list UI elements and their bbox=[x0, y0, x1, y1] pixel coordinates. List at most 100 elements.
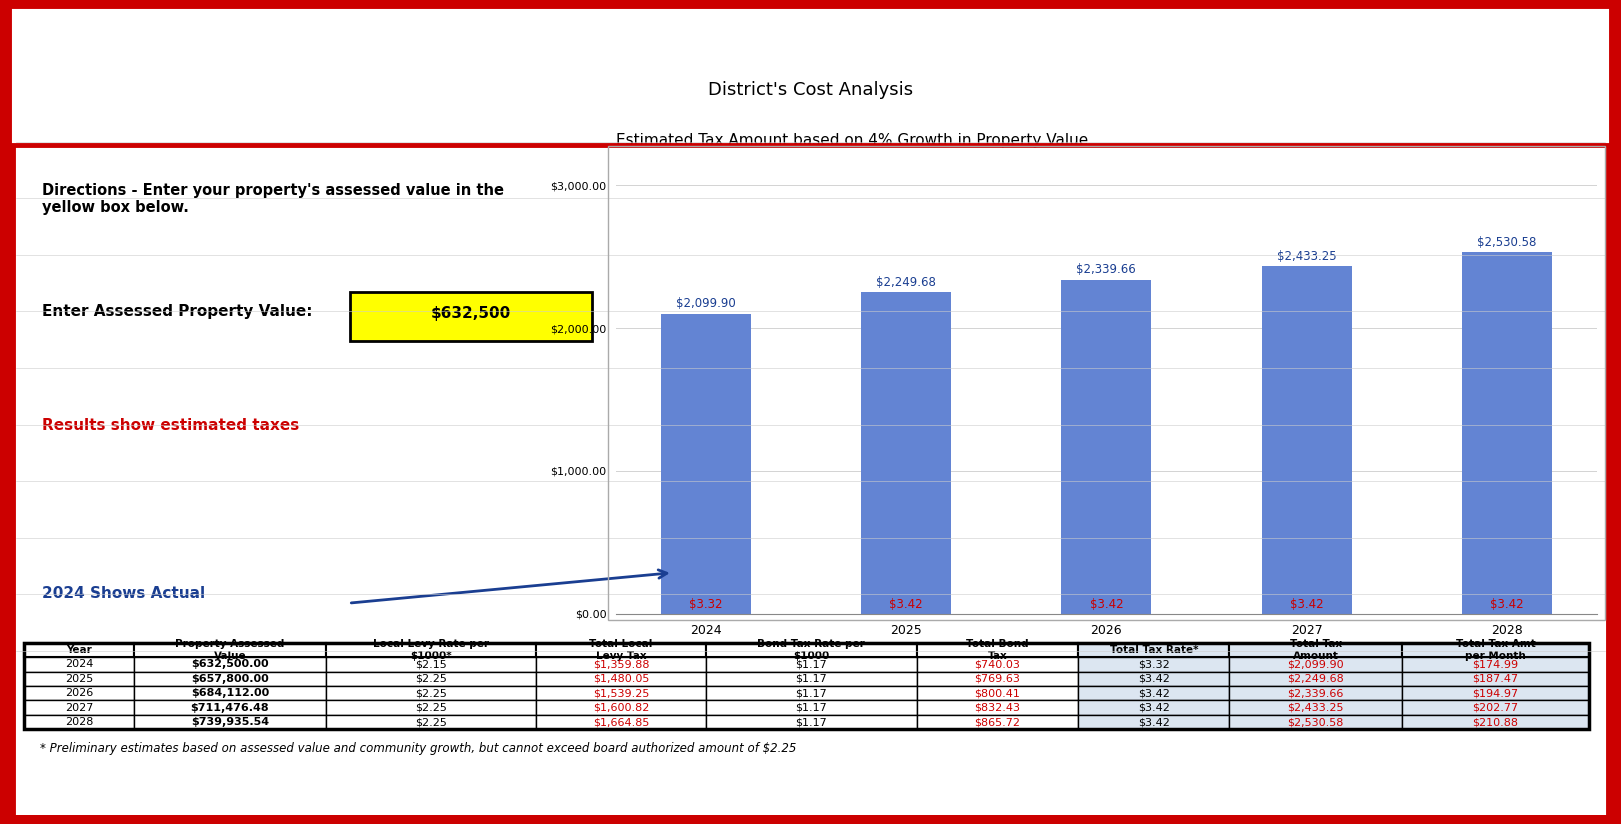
Bar bbox=[135, 686, 326, 700]
Text: $2,339.66: $2,339.66 bbox=[1076, 263, 1136, 276]
Bar bbox=[1402, 672, 1589, 686]
Text: $3.42: $3.42 bbox=[1490, 598, 1524, 611]
Text: $832.43: $832.43 bbox=[974, 703, 1021, 713]
Bar bbox=[1229, 714, 1402, 729]
Text: $1.17: $1.17 bbox=[796, 688, 827, 698]
Bar bbox=[537, 658, 707, 672]
Bar bbox=[1402, 686, 1589, 700]
Text: $2,339.66: $2,339.66 bbox=[1287, 688, 1344, 698]
Bar bbox=[1062, 279, 1151, 614]
Bar bbox=[326, 643, 537, 658]
Text: $2.25: $2.25 bbox=[415, 674, 447, 684]
Text: $1,359.88: $1,359.88 bbox=[593, 659, 650, 669]
Bar bbox=[326, 714, 537, 729]
Text: $657,800.00: $657,800.00 bbox=[191, 674, 269, 684]
Bar bbox=[707, 672, 916, 686]
Text: Directions - Enter your property's assessed value in the
yellow box below.: Directions - Enter your property's asses… bbox=[42, 183, 504, 215]
Bar bbox=[916, 700, 1078, 714]
Text: Year: Year bbox=[66, 645, 92, 655]
Bar bbox=[24, 714, 135, 729]
Bar bbox=[1229, 658, 1402, 672]
Text: $187.47: $187.47 bbox=[1472, 674, 1519, 684]
Text: $865.72: $865.72 bbox=[974, 717, 1021, 727]
Bar bbox=[537, 643, 707, 658]
Bar bbox=[135, 643, 326, 658]
Bar bbox=[326, 658, 537, 672]
Bar bbox=[1078, 714, 1229, 729]
Bar bbox=[861, 293, 952, 614]
Bar bbox=[916, 643, 1078, 658]
Text: $684,112.00: $684,112.00 bbox=[191, 688, 269, 698]
Bar bbox=[916, 714, 1078, 729]
Bar bbox=[707, 658, 916, 672]
Text: Total Local
Levy Tax: Total Local Levy Tax bbox=[590, 639, 653, 661]
Text: $202.77: $202.77 bbox=[1472, 703, 1519, 713]
Bar bbox=[135, 700, 326, 714]
Text: $711,476.48: $711,476.48 bbox=[191, 703, 269, 713]
Text: $174.99: $174.99 bbox=[1472, 659, 1519, 669]
Text: 2026: 2026 bbox=[65, 688, 94, 698]
Bar bbox=[916, 686, 1078, 700]
Bar bbox=[135, 672, 326, 686]
Text: $3.42: $3.42 bbox=[1290, 598, 1323, 611]
Text: $2,249.68: $2,249.68 bbox=[875, 276, 935, 288]
Bar bbox=[24, 643, 135, 658]
Text: Total Tax
Amount: Total Tax Amount bbox=[1290, 639, 1342, 661]
Bar bbox=[1078, 686, 1229, 700]
Text: $1,664.85: $1,664.85 bbox=[593, 717, 650, 727]
Bar bbox=[1078, 658, 1229, 672]
Text: $1.17: $1.17 bbox=[796, 703, 827, 713]
Bar bbox=[1078, 672, 1229, 686]
Bar bbox=[24, 672, 135, 686]
Text: $740.03: $740.03 bbox=[974, 659, 1021, 669]
Bar bbox=[135, 714, 326, 729]
Text: $2.15: $2.15 bbox=[415, 659, 447, 669]
Text: 2028: 2028 bbox=[65, 717, 94, 727]
Text: $3.42: $3.42 bbox=[1138, 688, 1170, 698]
Bar bbox=[1229, 700, 1402, 714]
FancyBboxPatch shape bbox=[350, 292, 592, 341]
Text: District's Cost Analysis: District's Cost Analysis bbox=[708, 81, 913, 99]
Text: $739,935.54: $739,935.54 bbox=[191, 717, 269, 727]
Text: Enter Assessed Property Value:: Enter Assessed Property Value: bbox=[42, 304, 313, 319]
Text: $2.25: $2.25 bbox=[415, 688, 447, 698]
Text: $3.42: $3.42 bbox=[1138, 703, 1170, 713]
Text: $3.42: $3.42 bbox=[1138, 674, 1170, 684]
Text: $210.88: $210.88 bbox=[1472, 717, 1519, 727]
Bar bbox=[1078, 643, 1229, 658]
Text: $2,249.68: $2,249.68 bbox=[1287, 674, 1344, 684]
Text: Results show estimated taxes: Results show estimated taxes bbox=[42, 418, 300, 433]
Bar bbox=[24, 658, 135, 672]
Bar bbox=[1229, 643, 1402, 658]
Text: $1.17: $1.17 bbox=[796, 659, 827, 669]
Text: $632,500.00: $632,500.00 bbox=[191, 659, 269, 669]
Bar bbox=[326, 686, 537, 700]
Text: $3.42: $3.42 bbox=[1138, 717, 1170, 727]
Text: Total Tax Rate*: Total Tax Rate* bbox=[1109, 645, 1198, 655]
Text: $1,600.82: $1,600.82 bbox=[593, 703, 650, 713]
Text: $632,500: $632,500 bbox=[431, 307, 511, 321]
Text: $1,480.05: $1,480.05 bbox=[593, 674, 650, 684]
Bar bbox=[326, 672, 537, 686]
Bar bbox=[1462, 252, 1553, 614]
Bar bbox=[1402, 658, 1589, 672]
Text: $1.17: $1.17 bbox=[796, 717, 827, 727]
Text: $1,539.25: $1,539.25 bbox=[593, 688, 650, 698]
Bar bbox=[1402, 643, 1589, 658]
Bar bbox=[1402, 700, 1589, 714]
Text: $3.32: $3.32 bbox=[689, 598, 723, 611]
Bar bbox=[707, 700, 916, 714]
Text: $2,433.25: $2,433.25 bbox=[1277, 250, 1336, 263]
Bar bbox=[135, 658, 326, 672]
Text: 2025: 2025 bbox=[65, 674, 94, 684]
Text: Property Assessed
Value: Property Assessed Value bbox=[175, 639, 285, 661]
Text: Bond Tax Rate per
$1000: Bond Tax Rate per $1000 bbox=[757, 639, 866, 661]
Text: $1.17: $1.17 bbox=[796, 674, 827, 684]
Bar bbox=[1229, 686, 1402, 700]
Text: Total Tax Amt
per Month: Total Tax Amt per Month bbox=[1456, 639, 1535, 661]
Bar bbox=[916, 658, 1078, 672]
Bar bbox=[24, 686, 135, 700]
Text: 2024: 2024 bbox=[65, 659, 94, 669]
Bar bbox=[1078, 700, 1229, 714]
Text: $2.25: $2.25 bbox=[415, 717, 447, 727]
